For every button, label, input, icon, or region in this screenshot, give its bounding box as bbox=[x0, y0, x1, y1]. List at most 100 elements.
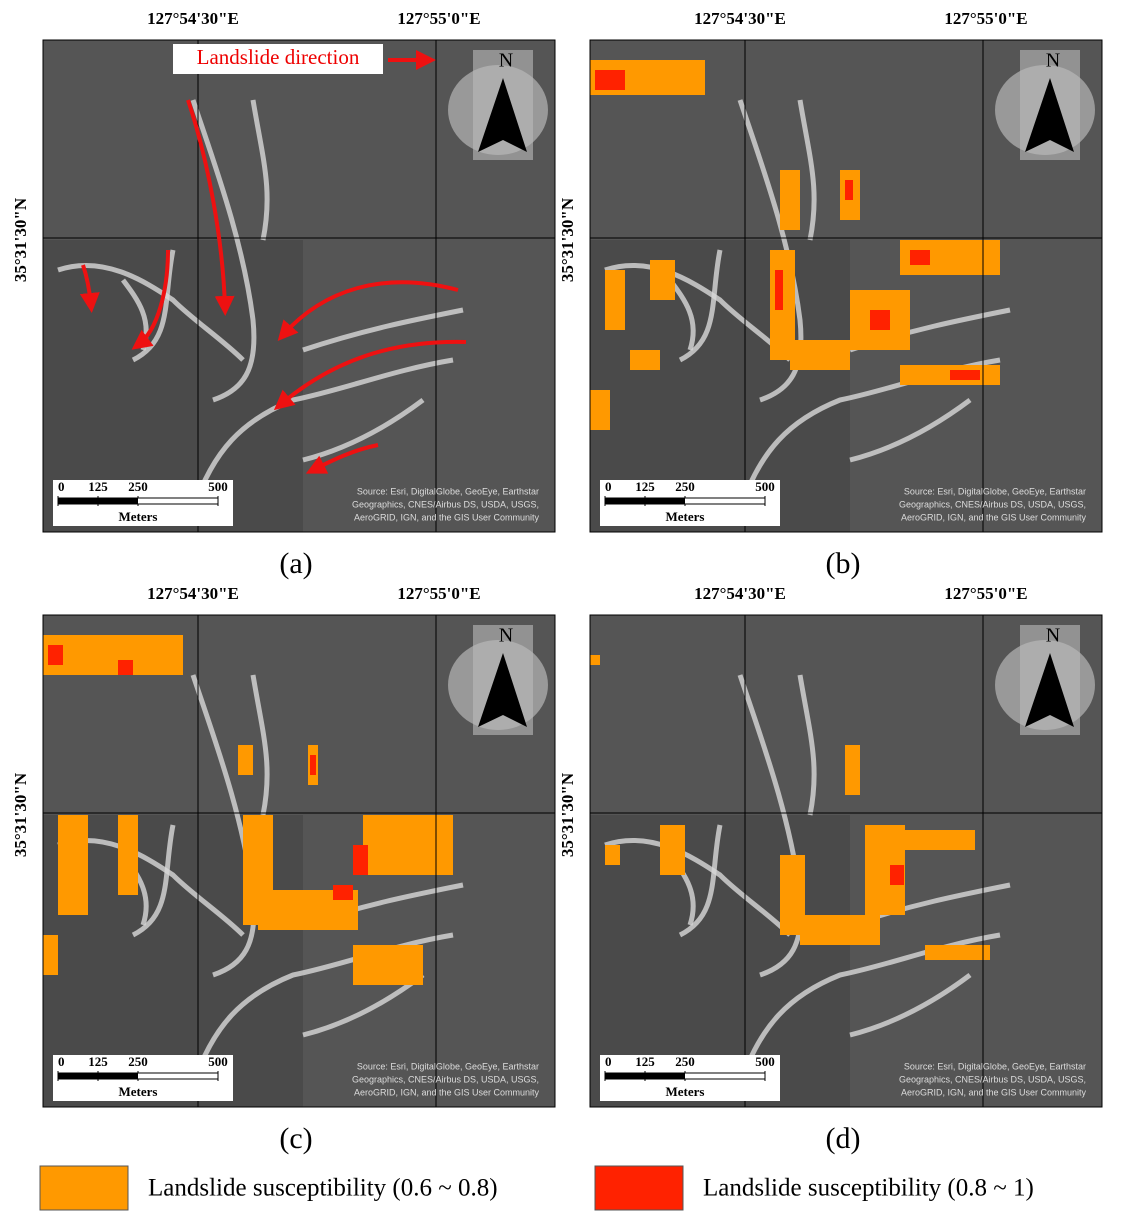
scale-unit: Meters bbox=[666, 509, 705, 524]
scale-tick-label: 250 bbox=[128, 1054, 148, 1069]
susceptibility-patch bbox=[353, 945, 423, 985]
river bbox=[250, 674, 270, 816]
longitude-label: 127°54'30"E bbox=[147, 584, 239, 603]
direction-arrow bbox=[305, 443, 379, 474]
map-panel: 127°54'30"E 127°55'0"E 35°31'30"N N 0 125 250 5… bbox=[558, 584, 1103, 1108]
susceptibility-patch bbox=[605, 270, 625, 330]
scale-tick-label: 125 bbox=[635, 479, 655, 494]
susceptibility-patch bbox=[845, 180, 853, 200]
susceptibility-patch bbox=[43, 935, 58, 975]
susceptibility-patch bbox=[353, 845, 368, 875]
scale-bar-fill bbox=[58, 1073, 138, 1079]
river bbox=[849, 397, 972, 463]
susceptibility-patch bbox=[310, 755, 316, 775]
longitude-label: 127°55'0"E bbox=[397, 584, 480, 603]
longitude-label: 127°55'0"E bbox=[397, 9, 480, 28]
susceptibility-patch bbox=[58, 815, 88, 915]
scale-unit: Meters bbox=[119, 509, 158, 524]
susceptibility-patch bbox=[910, 250, 930, 265]
susceptibility-patch bbox=[118, 815, 138, 895]
latitude-label: 35°31'30"N bbox=[558, 772, 577, 857]
panel-caption: (b) bbox=[826, 547, 861, 580]
river bbox=[678, 249, 723, 363]
attribution: Geographics, CNES/Airbus DS, USDA, USGS, bbox=[899, 1074, 1086, 1084]
map-panel: 127°54'30"E 127°55'0"E 35°31'30"N N 0 125 250 5… bbox=[558, 9, 1103, 533]
attribution: Source: Esri, DigitalGlobe, GeoEye, Eart… bbox=[357, 486, 539, 496]
susceptibility-patch bbox=[870, 310, 890, 330]
direction-arrow bbox=[79, 264, 100, 313]
scale-unit: Meters bbox=[666, 1084, 705, 1099]
susceptibility-patch bbox=[775, 270, 783, 310]
attribution: AeroGRID, IGN, and the GIS User Communit… bbox=[901, 512, 1087, 522]
scale-tick-label: 125 bbox=[88, 479, 108, 494]
direction-arrow bbox=[277, 280, 459, 341]
north-label: N bbox=[1046, 50, 1060, 72]
attribution: Geographics, CNES/Airbus DS, USDA, USGS, bbox=[899, 499, 1086, 509]
scale-tick-label: 125 bbox=[635, 1054, 655, 1069]
latitude-label: 35°31'30"N bbox=[11, 772, 30, 857]
map-frame bbox=[42, 614, 556, 1108]
attribution: Source: Esri, DigitalGlobe, GeoEye, Eart… bbox=[357, 1061, 539, 1071]
susceptibility-patch bbox=[890, 865, 904, 885]
direction-arrow bbox=[131, 249, 170, 350]
scale-tick-label: 500 bbox=[755, 479, 775, 494]
north-label: N bbox=[1046, 625, 1060, 647]
north-label: N bbox=[499, 50, 513, 72]
river bbox=[57, 263, 245, 362]
direction-arrow bbox=[186, 99, 235, 316]
annotation: Landslide direction bbox=[197, 45, 360, 69]
latitude-label: 35°31'30"N bbox=[558, 197, 577, 282]
north-arrow bbox=[1025, 653, 1074, 727]
attribution: AeroGRID, IGN, and the GIS User Communit… bbox=[354, 512, 540, 522]
map-panel: 127°54'30"E 127°55'0"E 35°31'30"N N 0 125 250 5… bbox=[11, 9, 556, 533]
susceptibility-patch bbox=[925, 945, 990, 960]
susceptibility-patch bbox=[333, 885, 353, 900]
attribution: Geographics, CNES/Airbus DS, USDA, USGS, bbox=[352, 1074, 539, 1084]
scale-tick-label: 0 bbox=[58, 479, 65, 494]
north-label: N bbox=[499, 625, 513, 647]
scale-tick-label: 125 bbox=[88, 1054, 108, 1069]
scale-tick-label: 500 bbox=[208, 479, 228, 494]
longitude-label: 127°54'30"E bbox=[694, 584, 786, 603]
scale-bar-fill bbox=[58, 498, 138, 504]
legend-label: Landslide susceptibility (0.6 ~ 0.8) bbox=[148, 1175, 498, 1202]
attribution: Source: Esri, DigitalGlobe, GeoEye, Eart… bbox=[904, 1061, 1086, 1071]
river bbox=[797, 674, 817, 816]
legend-swatch bbox=[594, 1165, 684, 1211]
direction-arrow bbox=[273, 339, 467, 411]
attribution: AeroGRID, IGN, and the GIS User Communit… bbox=[901, 1087, 1087, 1097]
attribution: Source: Esri, DigitalGlobe, GeoEye, Eart… bbox=[904, 486, 1086, 496]
river bbox=[57, 838, 245, 937]
scale-bar-fill bbox=[605, 498, 685, 504]
river bbox=[302, 307, 464, 353]
susceptibility-patch bbox=[660, 825, 685, 875]
river bbox=[131, 824, 176, 938]
north-arrow bbox=[478, 78, 527, 152]
legend-swatch bbox=[39, 1165, 129, 1211]
susceptibility-patch bbox=[950, 370, 980, 380]
river bbox=[190, 99, 257, 403]
map-panel: 127°54'30"E 127°55'0"E 35°31'30"N N 0 125 250 5… bbox=[11, 584, 556, 1108]
annotation-bg bbox=[173, 44, 383, 74]
panel-caption: (a) bbox=[279, 547, 312, 580]
map-frame bbox=[589, 614, 1103, 1108]
scale-tick-label: 0 bbox=[605, 479, 612, 494]
susceptibility-patch bbox=[630, 350, 660, 370]
north-arrow bbox=[1025, 78, 1074, 152]
scale-tick-label: 500 bbox=[755, 1054, 775, 1069]
river bbox=[250, 99, 270, 241]
scale-tick-label: 250 bbox=[675, 479, 695, 494]
river bbox=[797, 99, 817, 241]
scale-tick-label: 250 bbox=[128, 479, 148, 494]
scale-tick-label: 250 bbox=[675, 1054, 695, 1069]
north-arrow bbox=[478, 653, 527, 727]
longitude-label: 127°55'0"E bbox=[944, 584, 1027, 603]
susceptibility-patch bbox=[845, 745, 860, 795]
river bbox=[737, 99, 804, 403]
scale-tick-label: 0 bbox=[605, 1054, 612, 1069]
river bbox=[131, 249, 176, 363]
map-frame bbox=[42, 39, 556, 533]
attribution: AeroGRID, IGN, and the GIS User Communit… bbox=[354, 1087, 540, 1097]
susceptibility-patch bbox=[800, 915, 880, 945]
